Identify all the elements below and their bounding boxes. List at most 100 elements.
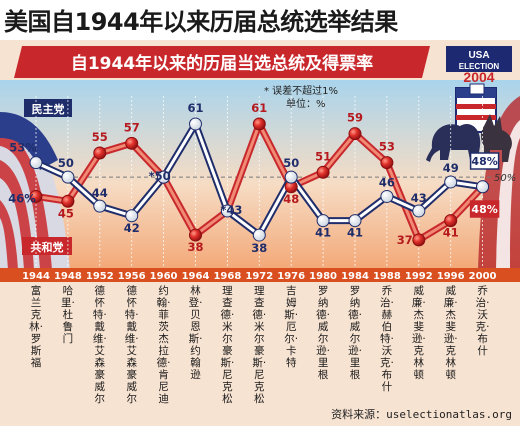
data-label: 61 — [187, 101, 203, 115]
source-note: 资料来源：uselectionatlas.org — [331, 406, 512, 422]
chart-unit: 单位：% — [286, 97, 326, 110]
chart-note: * 误差不超过1% — [264, 84, 338, 97]
data-label: 38 — [251, 241, 267, 255]
chart-title: 自1944年以来的历届当选总统及得票率 — [71, 53, 373, 74]
data-point — [220, 204, 234, 218]
badge-line1: USA — [468, 50, 489, 61]
president-label: 乔治·赫伯特·沃克·布什 — [379, 285, 394, 393]
data-label: 45 — [58, 206, 74, 220]
x-tick-label: 1972 — [245, 271, 273, 282]
year-strip — [0, 268, 520, 282]
data-point — [125, 136, 139, 150]
data-point — [444, 214, 458, 228]
data-label: 43 — [411, 191, 427, 205]
data-label: 53 — [379, 140, 395, 154]
data-point — [61, 170, 75, 184]
data-label: 42 — [124, 221, 140, 235]
x-tick-label: 1984 — [341, 271, 369, 282]
x-tick-label: 1992 — [405, 271, 433, 282]
data-label: 48 — [283, 192, 299, 206]
source-prefix: 资料来源： — [331, 408, 387, 421]
data-point — [189, 117, 202, 131]
data-point — [29, 156, 43, 170]
legend-republican-label: 共和党 — [31, 240, 64, 254]
president-label: 富兰克林·罗斯福 — [29, 285, 43, 369]
data-label: 61 — [251, 101, 267, 115]
data-point — [29, 189, 43, 203]
x-tick-label: 1996 — [437, 271, 465, 282]
data-label: 48% — [471, 203, 497, 216]
x-tick-label: 1956 — [118, 271, 146, 282]
data-label: 57 — [124, 120, 140, 134]
legend-republican: 共和党 — [22, 237, 72, 255]
president-label: 罗纳德·威尔逊·里根 — [348, 285, 362, 381]
president-label: 理查德·米尔豪斯·尼克松 — [252, 285, 267, 405]
data-point — [157, 170, 171, 184]
president-label: 理查德·米尔豪斯·尼克松 — [220, 285, 235, 405]
data-point — [61, 194, 75, 208]
elephant-icon — [426, 124, 481, 162]
data-label: 48% — [471, 155, 497, 168]
data-point — [444, 175, 458, 189]
data-label: 51 — [315, 149, 331, 163]
president-label: 乔治·沃克·布什 — [475, 285, 490, 357]
data-point — [189, 228, 202, 242]
page-title: 美国自1944年以来历届总统选举结果 — [4, 8, 398, 36]
data-label: 46% — [8, 191, 36, 205]
x-tick-label: 1988 — [373, 271, 401, 282]
data-label: 37 — [397, 233, 413, 247]
end-label-box — [469, 152, 500, 170]
data-point — [252, 117, 266, 131]
president-label: 约翰·菲茨杰拉德·肯尼迪 — [156, 285, 171, 405]
data-label: 41 — [443, 226, 459, 240]
legend-democrat: 民主党 — [24, 99, 72, 117]
x-tick-label: 1952 — [86, 271, 114, 282]
x-tick-label: 1976 — [277, 271, 305, 282]
data-point — [348, 127, 362, 141]
data-label: 41 — [347, 226, 363, 240]
data-label: 55 — [92, 130, 108, 144]
data-point — [316, 214, 330, 228]
data-label: 50 — [283, 156, 299, 170]
reference-line-label: 50% — [494, 173, 516, 184]
legend-democrat-label: 民主党 — [32, 102, 65, 116]
president-label: 德怀特·戴维·艾森豪威尔 — [124, 285, 139, 405]
data-point — [412, 233, 426, 247]
president-label: 罗纳德·威尔逊·里根 — [316, 285, 331, 381]
donkey-icon — [481, 114, 512, 162]
data-label: 59 — [347, 111, 363, 125]
x-tick-label: 1964 — [182, 271, 210, 282]
data-point — [476, 180, 490, 194]
president-label: 德怀特·戴维·艾森豪威尔 — [92, 285, 107, 405]
data-point — [316, 165, 330, 179]
end-label-box — [469, 200, 500, 218]
x-tick-label: 1968 — [213, 271, 241, 282]
x-tick-label: 2000 — [469, 271, 497, 282]
badge-line3: 2004 — [463, 69, 494, 85]
president-label: 威廉·杰斐逊·克林顿 — [443, 285, 458, 381]
data-point — [125, 209, 139, 223]
x-tick-label: 1960 — [150, 271, 178, 282]
source-url: uselectionatlas.org — [386, 408, 512, 421]
data-point — [252, 228, 266, 242]
data-point — [284, 170, 298, 184]
data-label: 41 — [315, 226, 331, 240]
data-label: 44 — [92, 186, 108, 200]
president-label: 吉姆斯·厄尔·卡特 — [284, 285, 299, 369]
data-point — [380, 156, 394, 170]
data-label: 53% — [9, 141, 37, 155]
x-tick-label: 1980 — [309, 271, 337, 282]
election-badge: USA ELECTION 2004 — [426, 46, 512, 162]
x-tick-label: 1948 — [54, 271, 82, 282]
chart-title-banner: 自1944年以来的历届当选总统及得票率 — [14, 46, 430, 78]
data-label: 50 — [58, 156, 74, 170]
data-label: *43 — [220, 203, 242, 217]
data-point — [348, 214, 362, 228]
x-tick-label: 1944 — [22, 271, 50, 282]
data-label: 49 — [443, 161, 459, 175]
data-point — [93, 146, 107, 160]
president-label: 威廉·杰斐逊·克林顿 — [411, 285, 426, 381]
data-point — [412, 204, 426, 218]
data-label: *50 — [149, 169, 171, 183]
